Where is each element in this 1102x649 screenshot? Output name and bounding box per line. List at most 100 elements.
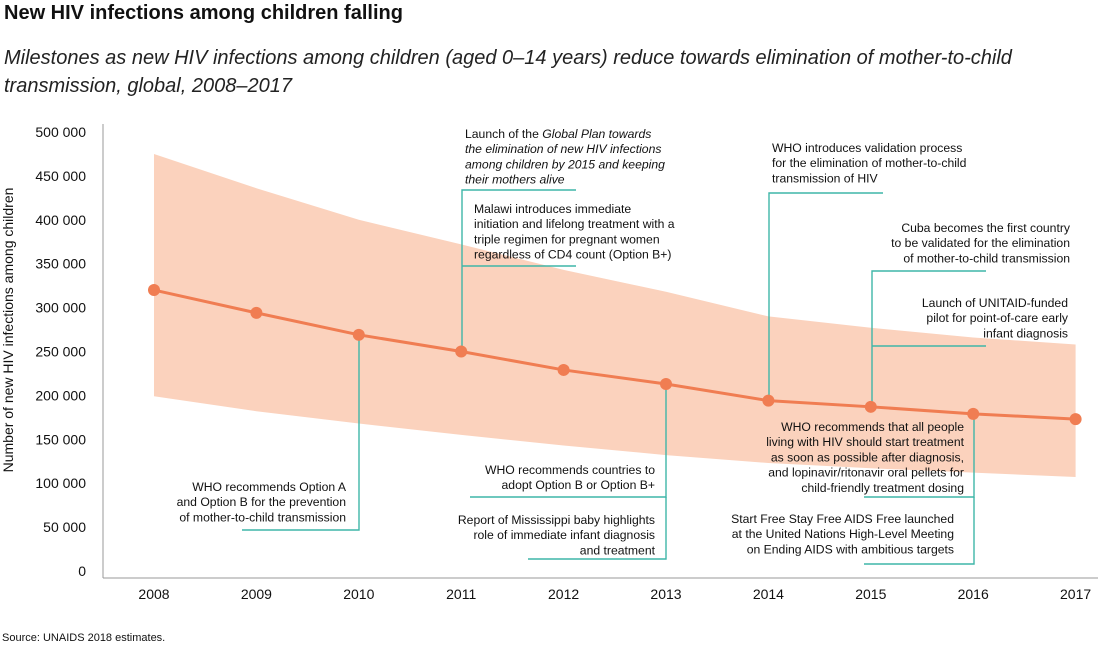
data-point [557, 363, 570, 376]
annotation-text-option-b-plus: WHO recommends countries to [485, 463, 655, 477]
annotation-text-mississippi: and treatment [580, 543, 656, 557]
annotation-connector-option-a-b [242, 335, 360, 531]
annotation-connector-start-free [864, 497, 975, 565]
annotation-italic-text: Global Plan towards [542, 127, 651, 141]
chart-canvas: 0 50 000 100 000 150 000 200 000 250 000 300 0… [0, 124, 1098, 602]
annotation-connector-global-plan [461, 189, 576, 349]
annotation-text-global-plan: Launch of the Global Plan towards [465, 127, 651, 141]
data-point [660, 377, 672, 390]
x-tick-label: 2015 [855, 586, 886, 602]
annotation-text-global-plan: their mothers alive [465, 173, 565, 187]
annotation-plain-text: adopt Option B or Option B+ [502, 478, 655, 492]
annotation-text-option-a-b: of mother-to-child transmission [179, 510, 346, 524]
annotation-connector-validation [768, 192, 883, 398]
annotation-text-validation: transmission of HIV [772, 171, 879, 185]
annotation-text-cuba: Cuba becomes the first country [901, 221, 1071, 235]
y-tick-label: 0 [78, 563, 86, 579]
data-point [967, 407, 980, 420]
annotation-italic-text: among children by 2015 and keeping [465, 157, 665, 171]
annotation-connector-cuba [871, 270, 986, 404]
x-tick-label: 2013 [650, 586, 681, 602]
chart-subtitle: Milestones as new HIV infections among c… [4, 47, 1012, 97]
annotation-text-start-free: at the United Nations High-Level Meeting [732, 527, 954, 541]
annotation-text-start-free: on Ending AIDS with ambitious targets [747, 542, 954, 556]
y-tick-label: 100 000 [35, 475, 86, 491]
annotation-plain-text: initiation and lifelong treatment with a [474, 217, 675, 231]
y-tick-label: 150 000 [35, 431, 86, 447]
y-tick-label: 50 000 [43, 519, 86, 535]
annotation-plain-text: WHO recommends countries to [485, 463, 655, 477]
annotation-text-unitaid: infant diagnosis [983, 326, 1068, 340]
annotation-text-mississippi: role of immediate infant diagnosis [473, 528, 655, 542]
y-tick-label: 350 000 [35, 256, 86, 272]
chart-title: New HIV infections among children fallin… [4, 2, 403, 24]
annotation-text-mississippi: Report of Mississippi baby highlights [458, 513, 655, 527]
x-tick-label: 2009 [241, 586, 272, 602]
annotation-plain-text: and Option B for the prevention [177, 495, 346, 509]
data-point [762, 394, 775, 407]
annotation-text-malawi: initiation and lifelong treatment with a [474, 217, 675, 231]
annotation-plain-text: to be validated for the elimination [891, 236, 1070, 250]
data-point-layer [148, 284, 1082, 426]
series-line [153, 288, 1076, 421]
annotation-text-option-a-b: and Option B for the prevention [177, 495, 346, 509]
y-tick-label: 400 000 [35, 212, 86, 228]
annotation-plain-text: Cuba becomes the first country [901, 221, 1071, 235]
annotation-text-start-free: Start Free Stay Free AIDS Free launched [731, 512, 954, 526]
annotation-plain-text: triple regimen for pregnant women [474, 232, 660, 246]
y-tick-label: 300 000 [35, 300, 86, 316]
annotation-plain-text: at the United Nations High-Level Meeting [732, 527, 954, 541]
annotation-connector-layer [242, 189, 986, 565]
uncertainty-band-layer [154, 153, 1076, 478]
y-axis-label: Number of new HIV infections among child… [0, 188, 16, 473]
y-tick-label: 450 000 [35, 168, 86, 184]
y-tick-label: 500 000 [35, 124, 86, 140]
data-point [352, 328, 365, 341]
x-tick-label: 2010 [343, 586, 374, 602]
annotation-text-validation: WHO introduces validation process [772, 141, 962, 155]
annotation-plain-text: transmission of HIV [772, 171, 879, 185]
annotation-plain-text: Launch of the [465, 127, 542, 141]
source-note: Source: UNAIDS 2018 estimates. [2, 632, 166, 644]
annotation-plain-text: WHO recommends Option A [192, 480, 347, 494]
annotation-text-malawi: Malawi introduces immediate [474, 202, 631, 216]
annotation-italic-text: their mothers alive [465, 173, 565, 187]
annotation-plain-text: regardless of CD4 count (Option B+) [474, 248, 671, 262]
annotation-plain-text: Launch of UNITAID-funded [922, 296, 1068, 310]
annotation-text-treat-all: as soon as possible after diagnosis, [771, 450, 964, 464]
annotation-text-global-plan: the elimination of new HIV infections [465, 142, 661, 156]
annotation-plain-text: on Ending AIDS with ambitious targets [747, 542, 954, 556]
annotation-text-treat-all: WHO recommends that all people [781, 420, 964, 434]
annotation-connector-mississippi [528, 497, 667, 560]
annotation-plain-text: of mother-to-child transmission [903, 251, 1070, 265]
annotation-plain-text: and treatment [580, 543, 656, 557]
annotation-plain-text: as soon as possible after diagnosis, [771, 450, 964, 464]
data-point [864, 400, 877, 413]
annotation-text-treat-all: living with HIV should start treatment [766, 435, 964, 449]
annotation-text-unitaid: pilot for point-of-care early [926, 311, 1068, 325]
series-line-layer [153, 288, 1076, 421]
x-tick-label: 2008 [138, 586, 169, 602]
annotation-text-treat-all: child-friendly treatment dosing [801, 481, 964, 495]
annotation-plain-text: infant diagnosis [983, 326, 1068, 340]
annotation-plain-text: of mother-to-child transmission [179, 510, 346, 524]
uncertainty-band [154, 153, 1076, 478]
annotation-italic-text: the elimination of new HIV infections [465, 142, 661, 156]
data-point [250, 306, 263, 319]
x-tick-label: 2017 [1060, 586, 1091, 602]
annotation-plain-text: child-friendly treatment dosing [801, 481, 964, 495]
annotation-plain-text: WHO recommends that all people [781, 420, 964, 434]
x-tick-label: 2012 [548, 586, 579, 602]
y-tick-label: 200 000 [35, 387, 86, 403]
x-tick-label: 2016 [958, 586, 989, 602]
annotation-text-unitaid: Launch of UNITAID-funded [922, 296, 1068, 310]
data-point [455, 345, 468, 358]
annotation-plain-text: for the elimination of mother-to-child [772, 156, 966, 170]
annotation-text-validation: for the elimination of mother-to-child [772, 156, 966, 170]
annotation-plain-text: Malawi introduces immediate [474, 202, 631, 216]
annotation-plain-text: pilot for point-of-care early [926, 311, 1068, 325]
annotation-plain-text: role of immediate infant diagnosis [473, 528, 655, 542]
annotation-plain-text: and lopinavir/ritonavir oral pellets for [768, 466, 964, 480]
x-tick-label: 2011 [446, 586, 476, 602]
